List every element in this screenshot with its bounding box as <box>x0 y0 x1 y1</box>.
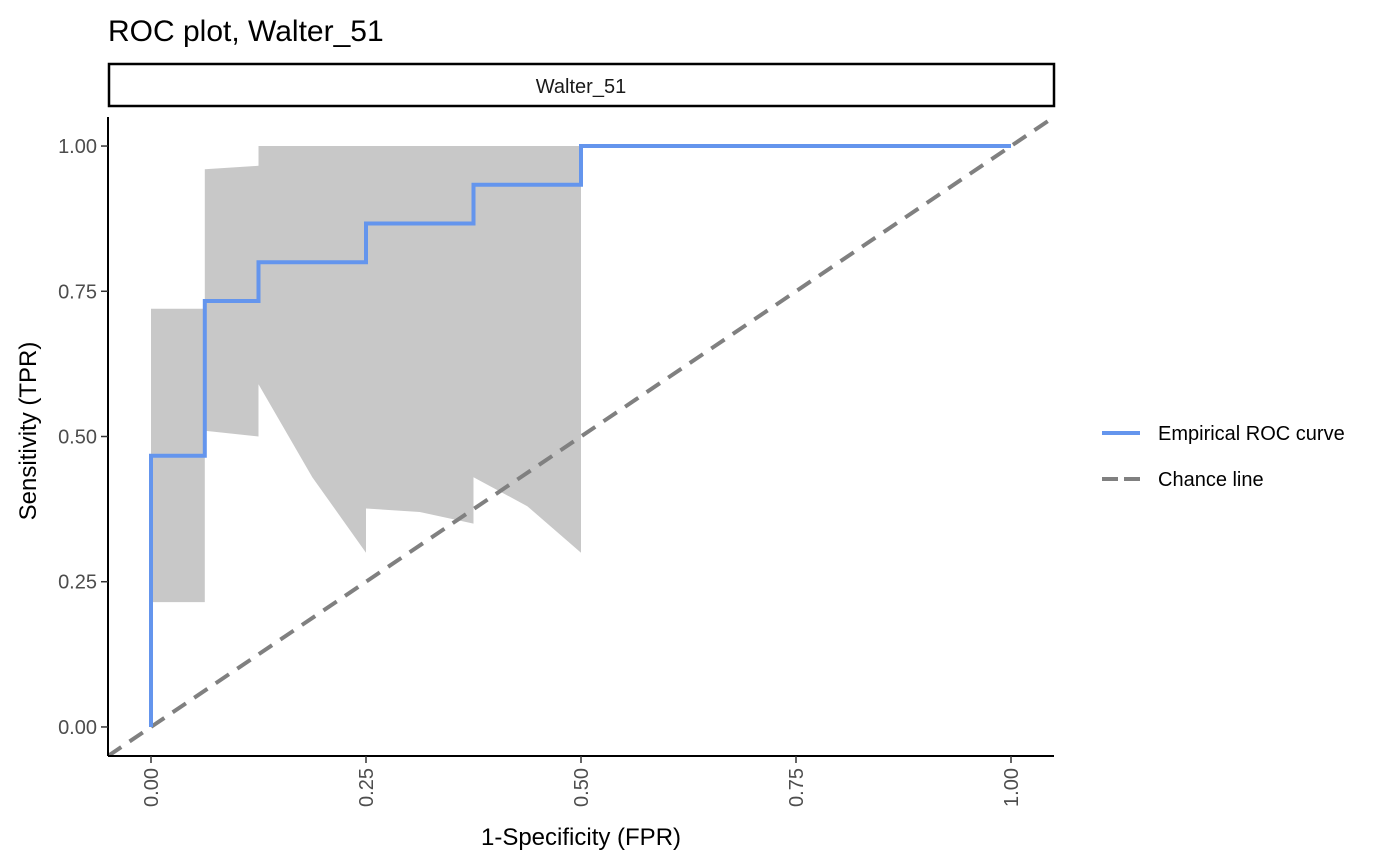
legend-label: Empirical ROC curve <box>1158 423 1345 445</box>
x-tick-label: 0.75 <box>786 768 808 807</box>
y-tick-label: 0.50 <box>58 427 97 449</box>
x-tick-label: 0.00 <box>141 768 163 807</box>
y-axis-ticks: 0.00 0.25 0.50 0.75 1.00 <box>58 136 108 739</box>
chance-line <box>108 117 1054 756</box>
y-axis-title: Sensitivity (TPR) <box>15 342 42 521</box>
x-tick-label: 0.50 <box>571 768 593 807</box>
chart-title: ROC plot, Walter_51 <box>108 15 384 48</box>
confidence-band <box>151 146 581 603</box>
facet-strip <box>107 62 1056 108</box>
roc-curve-line <box>149 144 1011 727</box>
legend-label: Chance line <box>1158 469 1264 491</box>
legend: Empirical ROC curve Chance line <box>1102 423 1345 491</box>
y-tick-label: 0.75 <box>58 281 97 303</box>
x-tick-label: 0.25 <box>356 768 378 807</box>
x-axis-ticks: 0.00 0.25 0.50 0.75 1.00 <box>141 756 1023 807</box>
facet-strip-label: Walter_51 <box>536 76 626 98</box>
y-tick-label: 0.25 <box>58 572 97 594</box>
y-tick-label: 1.00 <box>58 136 97 158</box>
plot-area <box>108 117 1054 756</box>
y-tick-label: 0.00 <box>58 717 97 739</box>
x-axis-title: 1-Specificity (FPR) <box>481 824 681 851</box>
x-tick-label: 1.00 <box>1001 768 1023 807</box>
